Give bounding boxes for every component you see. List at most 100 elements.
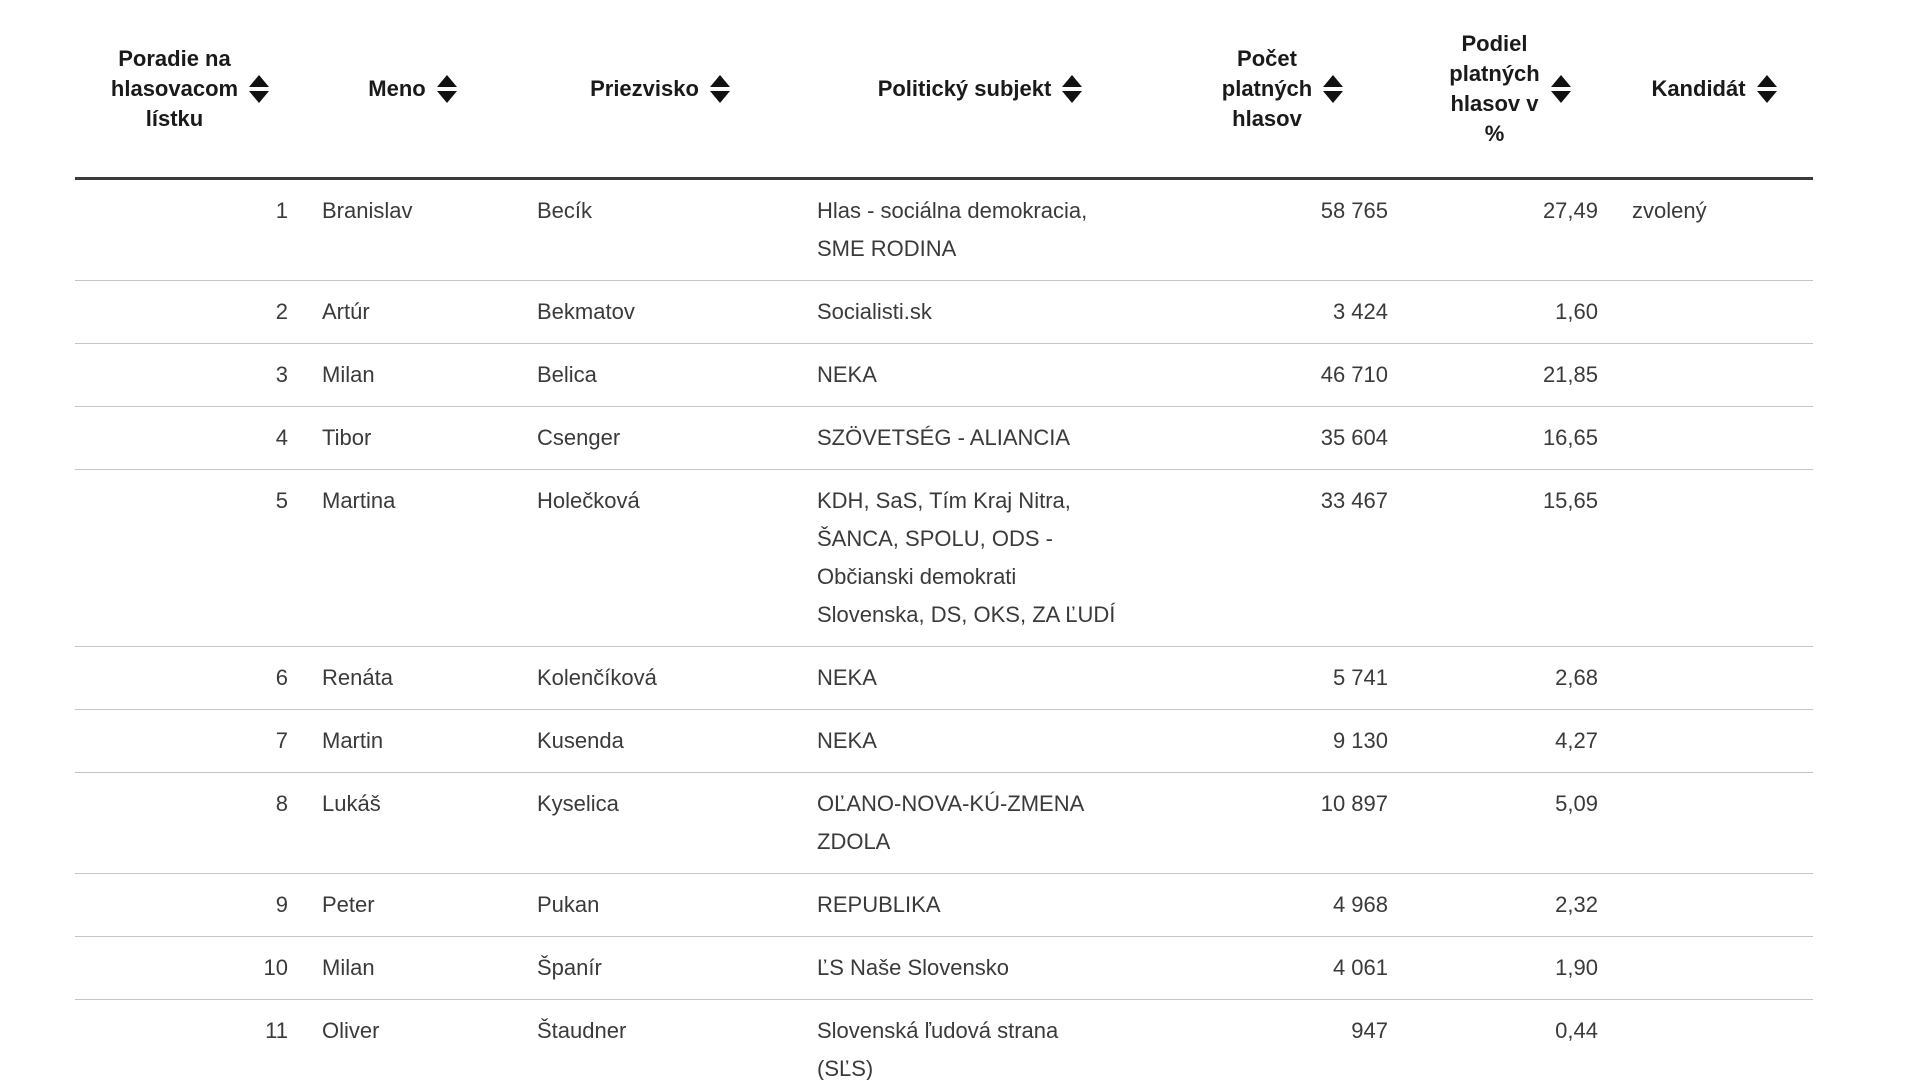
cell-poradie: 11 bbox=[75, 999, 305, 1080]
cell-priezvisko: Pukan bbox=[520, 873, 800, 937]
col-header-meno[interactable]: Meno bbox=[305, 0, 520, 180]
cell-kandidat bbox=[1615, 999, 1813, 1080]
cell-kandidat bbox=[1615, 343, 1813, 407]
cell-meno: Tibor bbox=[305, 406, 520, 470]
cell-kandidat bbox=[1615, 772, 1813, 874]
cell-podiel: 0,44 bbox=[1405, 999, 1615, 1080]
cell-priezvisko: Kusenda bbox=[520, 709, 800, 773]
table-row: 4 Tibor Csenger SZÖVETSÉG - ALIANCIA 35 604 1… bbox=[75, 406, 1813, 470]
cell-hlasy: 10 897 bbox=[1160, 772, 1405, 874]
cell-poradie: 8 bbox=[75, 772, 305, 874]
cell-podiel: 4,27 bbox=[1405, 709, 1615, 773]
cell-priezvisko: Kyselica bbox=[520, 772, 800, 874]
cell-podiel: 21,85 bbox=[1405, 343, 1615, 407]
cell-priezvisko: Csenger bbox=[520, 406, 800, 470]
cell-meno: Renáta bbox=[305, 646, 520, 710]
sort-arrows-icon[interactable] bbox=[1323, 74, 1344, 103]
sort-down-icon bbox=[1756, 90, 1777, 103]
col-header-podiel-hlasov-label: Podiel platných hlasov v % bbox=[1449, 30, 1540, 146]
sort-down-icon bbox=[1323, 90, 1344, 103]
col-header-podiel-hlasov[interactable]: Podiel platných hlasov v % bbox=[1405, 0, 1615, 180]
col-header-pocet-hlasov[interactable]: Počet platných hlasov bbox=[1160, 0, 1405, 180]
cell-subjekt: REPUBLIKA bbox=[800, 873, 1160, 937]
sort-down-icon bbox=[709, 90, 730, 103]
sort-arrows-icon[interactable] bbox=[436, 74, 457, 103]
sort-down-icon bbox=[1062, 90, 1083, 103]
table-row: 10 Milan Španír ĽS Naše Slovensko 4 061 1,90 bbox=[75, 936, 1813, 1000]
cell-hlasy: 9 130 bbox=[1160, 709, 1405, 773]
cell-meno: Peter bbox=[305, 873, 520, 937]
cell-hlasy: 35 604 bbox=[1160, 406, 1405, 470]
cell-hlasy: 46 710 bbox=[1160, 343, 1405, 407]
cell-hlasy: 5 741 bbox=[1160, 646, 1405, 710]
col-header-politicky-subjekt-label: Politický subjekt bbox=[877, 75, 1052, 101]
cell-meno: Oliver bbox=[305, 999, 520, 1080]
cell-poradie: 4 bbox=[75, 406, 305, 470]
col-header-poradie[interactable]: Poradie na hlasovacom lístku bbox=[75, 0, 305, 180]
col-header-politicky-subjekt[interactable]: Politický subjekt bbox=[800, 0, 1160, 180]
cell-subjekt: Socialisti.sk bbox=[800, 280, 1160, 344]
cell-kandidat bbox=[1615, 709, 1813, 773]
cell-podiel: 1,60 bbox=[1405, 280, 1615, 344]
cell-subjekt: KDH, SaS, Tím Kraj Nitra, ŠANCA, SPOLU, … bbox=[800, 469, 1160, 647]
sort-up-icon bbox=[249, 74, 270, 87]
cell-poradie: 6 bbox=[75, 646, 305, 710]
cell-podiel: 27,49 bbox=[1405, 178, 1615, 281]
col-header-priezvisko[interactable]: Priezvisko bbox=[520, 0, 800, 180]
cell-podiel: 2,32 bbox=[1405, 873, 1615, 937]
table-row: 3 Milan Belica NEKA 46 710 21,85 bbox=[75, 343, 1813, 407]
col-header-meno-label: Meno bbox=[368, 75, 426, 101]
cell-subjekt: SZÖVETSÉG - ALIANCIA bbox=[800, 406, 1160, 470]
col-header-pocet-hlasov-label: Počet platných hlasov bbox=[1221, 45, 1313, 131]
cell-subjekt: NEKA bbox=[800, 709, 1160, 773]
sort-up-icon bbox=[1756, 74, 1777, 87]
table-row: 6 Renáta Kolenčíková NEKA 5 741 2,68 bbox=[75, 646, 1813, 710]
results-table: Poradie na hlasovacom lístku Meno Priezv… bbox=[75, 0, 1813, 1080]
cell-subjekt: OĽANO-NOVA-KÚ-ZMENA ZDOLA bbox=[800, 772, 1160, 874]
cell-poradie: 3 bbox=[75, 343, 305, 407]
cell-kandidat bbox=[1615, 936, 1813, 1000]
sort-arrows-icon[interactable] bbox=[1062, 74, 1083, 103]
cell-podiel: 5,09 bbox=[1405, 772, 1615, 874]
sort-up-icon bbox=[1323, 74, 1344, 87]
cell-meno: Artúr bbox=[305, 280, 520, 344]
cell-priezvisko: Španír bbox=[520, 936, 800, 1000]
col-header-priezvisko-label: Priezvisko bbox=[590, 75, 699, 101]
sort-up-icon bbox=[1550, 74, 1571, 87]
cell-podiel: 15,65 bbox=[1405, 469, 1615, 647]
sort-arrows-icon[interactable] bbox=[1550, 74, 1571, 103]
table-body: 1 Branislav Becík Hlas - sociálna demokraci… bbox=[75, 178, 1813, 1080]
cell-meno: Milan bbox=[305, 936, 520, 1000]
cell-poradie: 10 bbox=[75, 936, 305, 1000]
table-row: 9 Peter Pukan REPUBLIKA 4 968 2,32 bbox=[75, 873, 1813, 937]
sort-down-icon bbox=[436, 90, 457, 103]
cell-subjekt: NEKA bbox=[800, 343, 1160, 407]
sort-arrows-icon[interactable] bbox=[709, 74, 730, 103]
cell-priezvisko: Belica bbox=[520, 343, 800, 407]
cell-poradie: 7 bbox=[75, 709, 305, 773]
cell-priezvisko: Štaudner bbox=[520, 999, 800, 1080]
col-header-kandidat[interactable]: Kandidát bbox=[1615, 0, 1813, 180]
cell-hlasy: 3 424 bbox=[1160, 280, 1405, 344]
cell-kandidat bbox=[1615, 280, 1813, 344]
table-row: 7 Martin Kusenda NEKA 9 130 4,27 bbox=[75, 709, 1813, 773]
sort-down-icon bbox=[1550, 90, 1571, 103]
cell-subjekt: Slovenská ľudová strana (SĽS) bbox=[800, 999, 1160, 1080]
sort-arrows-icon[interactable] bbox=[1756, 74, 1777, 103]
cell-kandidat bbox=[1615, 469, 1813, 647]
cell-poradie: 9 bbox=[75, 873, 305, 937]
col-header-poradie-label: Poradie na hlasovacom lístku bbox=[110, 45, 239, 131]
cell-podiel: 16,65 bbox=[1405, 406, 1615, 470]
cell-subjekt: NEKA bbox=[800, 646, 1160, 710]
table-row: 11 Oliver Štaudner Slovenská ľudová strana … bbox=[75, 999, 1813, 1080]
cell-priezvisko: Becík bbox=[520, 178, 800, 281]
cell-kandidat: zvolený bbox=[1615, 178, 1813, 281]
cell-priezvisko: Holečková bbox=[520, 469, 800, 647]
cell-meno: Martin bbox=[305, 709, 520, 773]
cell-hlasy: 4 968 bbox=[1160, 873, 1405, 937]
sort-arrows-icon[interactable] bbox=[249, 74, 270, 103]
cell-meno: Lukáš bbox=[305, 772, 520, 874]
sort-down-icon bbox=[249, 90, 270, 103]
table-header-row: Poradie na hlasovacom lístku Meno Priezv… bbox=[75, 0, 1813, 180]
